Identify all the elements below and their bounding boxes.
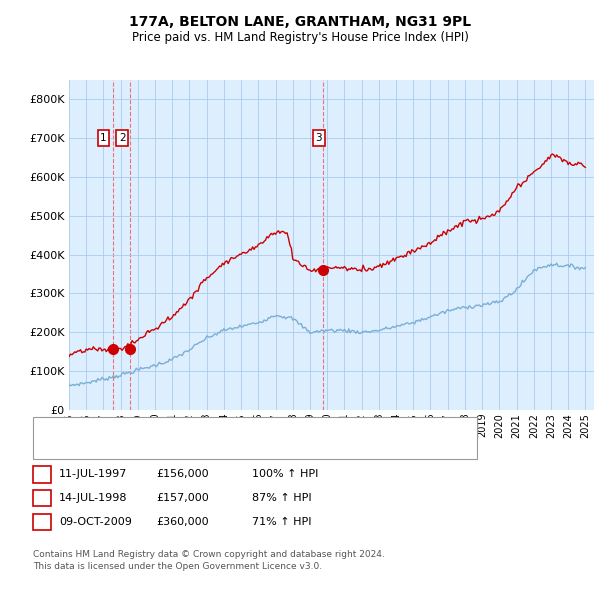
Text: 100% ↑ HPI: 100% ↑ HPI — [252, 470, 319, 479]
Text: 71% ↑ HPI: 71% ↑ HPI — [252, 517, 311, 527]
Text: £156,000: £156,000 — [156, 470, 209, 479]
Text: Price paid vs. HM Land Registry's House Price Index (HPI): Price paid vs. HM Land Registry's House … — [131, 31, 469, 44]
Text: £157,000: £157,000 — [156, 493, 209, 503]
Text: 177A, BELTON LANE, GRANTHAM, NG31 9PL: 177A, BELTON LANE, GRANTHAM, NG31 9PL — [129, 15, 471, 30]
Text: 1: 1 — [38, 470, 46, 479]
Text: 1: 1 — [100, 133, 107, 143]
Text: 11-JUL-1997: 11-JUL-1997 — [59, 470, 127, 479]
Text: 09-OCT-2009: 09-OCT-2009 — [59, 517, 131, 527]
Text: 14-JUL-1998: 14-JUL-1998 — [59, 493, 127, 503]
Text: Contains HM Land Registry data © Crown copyright and database right 2024.
This d: Contains HM Land Registry data © Crown c… — [33, 550, 385, 571]
Text: 2: 2 — [38, 493, 46, 503]
Text: HPI: Average price, detached house, South Kesteven: HPI: Average price, detached house, Sout… — [78, 442, 352, 452]
Text: 177A, BELTON LANE, GRANTHAM, NG31 9PL (detached house): 177A, BELTON LANE, GRANTHAM, NG31 9PL (d… — [78, 424, 401, 434]
Text: 3: 3 — [315, 133, 322, 143]
Text: 3: 3 — [38, 517, 46, 527]
Text: 87% ↑ HPI: 87% ↑ HPI — [252, 493, 311, 503]
Text: 2: 2 — [119, 133, 125, 143]
Text: £360,000: £360,000 — [156, 517, 209, 527]
